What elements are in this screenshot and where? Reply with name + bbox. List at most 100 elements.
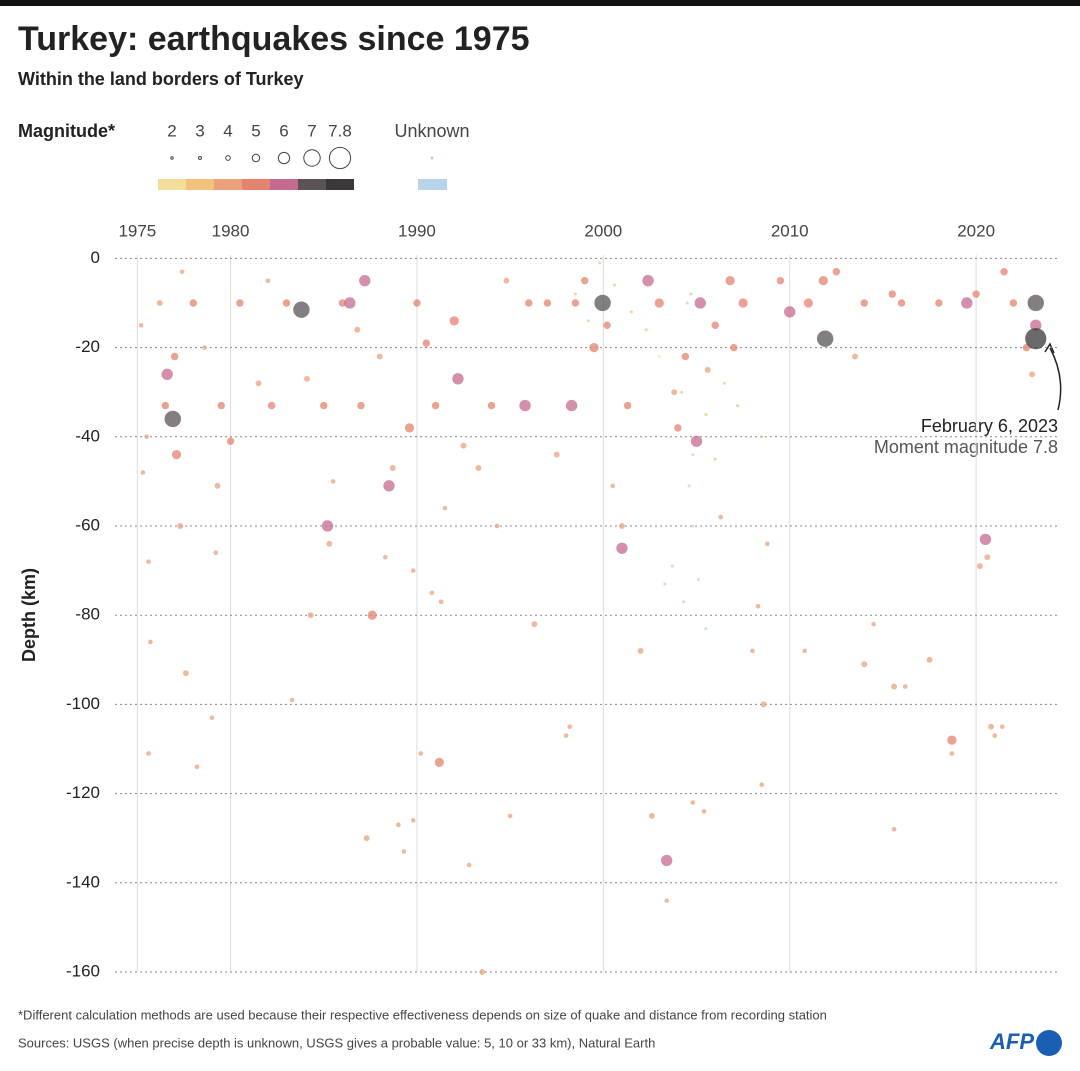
quake-point: [680, 390, 684, 394]
quake-point: [164, 410, 181, 428]
quake-point: [1029, 371, 1035, 378]
legend-size-circle: [198, 156, 202, 160]
quake-point: [171, 449, 182, 460]
quake-point: [949, 751, 955, 756]
quake-point: [460, 442, 467, 449]
legend-unknown-label: Unknown: [394, 121, 469, 141]
quake-point: [629, 310, 633, 314]
quake-point: [289, 697, 295, 703]
quake-point: [992, 733, 998, 738]
logo: AFP: [989, 1029, 1034, 1054]
quake-point: [330, 479, 336, 484]
quake-point: [871, 621, 876, 627]
quake-point: [704, 366, 711, 373]
quake-point: [140, 470, 146, 475]
quake-point: [519, 399, 531, 412]
quake-point: [681, 352, 690, 361]
quake-point: [765, 541, 770, 547]
quake-point: [422, 339, 430, 347]
legend-title: Magnitude*: [18, 121, 115, 141]
quake-point: [1027, 294, 1044, 312]
quake-point: [725, 276, 735, 286]
legend-color-bar: [242, 179, 270, 190]
legend-color-bar: [298, 179, 326, 190]
legend-size-circle: [170, 156, 174, 160]
quake-point: [543, 299, 552, 307]
quake-point: [818, 276, 828, 286]
quake-point: [1009, 299, 1018, 307]
legend-size-label: 5: [251, 121, 260, 140]
quake-point: [701, 809, 707, 814]
quake-point: [255, 380, 262, 387]
quake-point: [226, 437, 235, 445]
quake-point: [389, 465, 396, 471]
quake-point: [293, 301, 310, 318]
quake-point: [661, 854, 673, 867]
quake-point: [718, 514, 724, 520]
sources: Sources: USGS (when precise depth is unk…: [18, 1035, 655, 1050]
x-tick-label: 2010: [771, 221, 809, 240]
quake-point: [363, 835, 370, 842]
quake-point: [189, 299, 198, 307]
quake-point: [1025, 328, 1047, 350]
quake-point: [586, 319, 590, 323]
quake-point: [603, 321, 611, 330]
legend-size-label: 2: [167, 121, 176, 140]
quake-point: [696, 578, 700, 582]
quake-point: [674, 424, 682, 432]
legend-unknown-dot: [430, 156, 434, 160]
quake-point: [531, 621, 538, 628]
annotation-title: February 6, 2023: [921, 416, 1058, 436]
quake-point: [161, 401, 170, 410]
x-tick-label: 1990: [398, 221, 436, 240]
quake-point: [999, 724, 1005, 730]
quake-point: [354, 326, 361, 333]
x-tick-label: 1975: [118, 221, 156, 240]
quake-point: [487, 401, 496, 410]
y-tick-label: -20: [75, 337, 100, 356]
quake-point: [664, 898, 670, 903]
quake-point: [663, 582, 667, 586]
quake-point: [976, 563, 983, 570]
quake-point: [891, 826, 897, 832]
quake-point: [449, 316, 459, 326]
footnote: *Different calculation methods are used …: [18, 1007, 827, 1022]
quake-point: [776, 276, 785, 285]
quake-point: [616, 542, 628, 554]
quake-point: [738, 298, 748, 308]
legend-size-circle: [225, 155, 231, 161]
quake-point: [395, 822, 401, 828]
quake-point: [282, 299, 291, 307]
quake-point: [988, 723, 994, 730]
quake-point: [338, 299, 347, 307]
quake-point: [326, 540, 333, 547]
quake-point: [691, 453, 695, 457]
quake-point: [209, 715, 215, 721]
y-tick-label: -140: [66, 872, 100, 891]
quake-point: [202, 345, 207, 350]
quake-point: [947, 735, 957, 745]
y-tick-label: -60: [75, 515, 100, 534]
quake-point: [736, 404, 740, 408]
legend-size-label: 6: [279, 121, 288, 140]
y-tick-label: -40: [75, 426, 100, 445]
y-tick-label: -80: [75, 605, 100, 624]
legend-color-bar: [186, 179, 214, 190]
quake-point: [156, 300, 163, 306]
legend-size-label: 7: [307, 121, 316, 140]
quake-point: [594, 294, 611, 312]
quake-point: [972, 290, 980, 298]
quake-point: [760, 701, 767, 708]
quake-point: [573, 292, 577, 296]
quake-point: [759, 782, 765, 787]
quake-point: [979, 533, 992, 546]
quake-point: [320, 401, 328, 410]
quake-point: [401, 849, 407, 854]
quake-point: [466, 862, 472, 868]
legend-size-label: 3: [195, 121, 204, 140]
quake-point: [177, 523, 184, 529]
legend-color-bar: [270, 179, 298, 190]
annotation-arrow: [1049, 347, 1062, 411]
quake-point: [657, 355, 661, 358]
quake-point: [691, 524, 695, 528]
